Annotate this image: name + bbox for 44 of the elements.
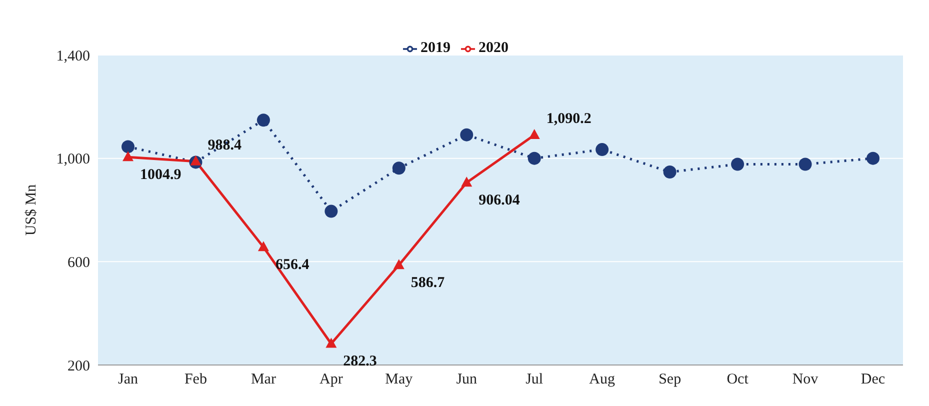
x-tick-label: Jun	[456, 372, 478, 388]
x-tick-label: Aug	[589, 372, 616, 388]
data-label: 656.4	[275, 257, 310, 274]
x-tick-label: Mar	[250, 372, 276, 388]
point	[798, 158, 812, 171]
point	[256, 114, 270, 127]
y-tick-label: 200	[68, 358, 90, 374]
x-tick-label: Jan	[118, 372, 138, 388]
point	[324, 204, 338, 218]
x-tick-label: Nov	[792, 372, 819, 388]
point	[663, 166, 676, 179]
data-label: 988.4	[208, 137, 242, 154]
y-tick-label: 1,400	[56, 48, 90, 64]
y-axis-title: US$ Mn	[23, 184, 40, 236]
x-tick-label: Sep	[658, 372, 682, 388]
data-label: 1004.9	[140, 167, 182, 184]
y-tick-label: 600	[68, 254, 90, 271]
point	[461, 176, 472, 187]
point	[596, 143, 609, 156]
data-label: 906.04	[478, 192, 520, 209]
x-tick-label: Dec	[860, 372, 886, 388]
point	[866, 152, 880, 165]
y-tick-label: 1,000	[56, 152, 90, 168]
x-tick-label: Jul	[526, 372, 544, 388]
point	[122, 140, 134, 154]
point	[393, 259, 404, 270]
point	[528, 152, 541, 165]
point	[326, 338, 337, 348]
data-label: 282.3	[343, 354, 377, 370]
point	[392, 162, 406, 175]
point	[122, 151, 134, 162]
point	[528, 129, 540, 140]
point	[731, 158, 744, 171]
point	[460, 128, 474, 142]
legend-label: 2019	[420, 40, 450, 56]
x-tick-label: Oct	[726, 372, 750, 388]
data-label: 1,090.2	[546, 111, 592, 128]
point	[258, 241, 269, 252]
x-tick-label: Feb	[184, 372, 207, 388]
data-label: 586.7	[410, 275, 446, 292]
x-tick-label: May	[385, 372, 414, 388]
point	[190, 155, 202, 166]
x-tick-label: Apr	[320, 372, 343, 388]
legend-label: 2020	[478, 40, 508, 56]
